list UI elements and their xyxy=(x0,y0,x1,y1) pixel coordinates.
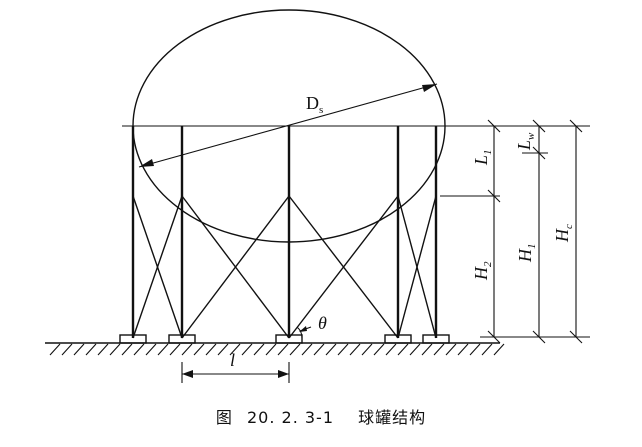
ground-hatch-line xyxy=(169,343,181,356)
ground-hatch-line xyxy=(205,343,217,356)
spacing-label: l xyxy=(230,350,235,370)
ground-hatch-line xyxy=(229,343,241,356)
ground-hatch-line xyxy=(265,343,277,356)
caption-number: 20. 2. 3-1 xyxy=(246,408,334,427)
ground-hatch-line xyxy=(133,343,145,356)
ground-hatch-line xyxy=(145,343,157,356)
ground-hatch-line xyxy=(193,343,205,356)
diameter-dimension xyxy=(138,83,438,168)
caption-title: 球罐结构 xyxy=(358,408,427,427)
lw-label: Lw xyxy=(514,132,537,151)
ground-hatch-line xyxy=(445,343,457,356)
ground-hatch-line xyxy=(217,343,229,356)
ground-hatch-line xyxy=(373,343,385,356)
spacing-dimension xyxy=(181,362,290,383)
l1-label: L1 xyxy=(471,149,494,166)
h1-label: H1 xyxy=(515,244,538,264)
ground-hatch-line xyxy=(469,343,481,356)
ground-hatch-line xyxy=(253,343,265,356)
cross-bracing xyxy=(132,195,437,339)
ground-hatch-line xyxy=(493,343,505,356)
ground-hatch-line xyxy=(385,343,397,356)
diameter-label: Ds xyxy=(306,93,323,116)
hc-label: Hc xyxy=(552,224,575,243)
ground-hatch-line xyxy=(241,343,253,356)
ground-hatch-line xyxy=(73,343,85,356)
support-columns xyxy=(131,126,438,338)
ground-hatch-line xyxy=(325,343,337,356)
theta-label: θ xyxy=(318,313,327,333)
ground-hatch-line xyxy=(109,343,121,356)
ground-hatch-line xyxy=(157,343,169,356)
figure-caption: 图 20. 2. 3-1 球罐结构 xyxy=(0,404,642,428)
ground-hatch-line xyxy=(85,343,97,356)
ground-hatch-line xyxy=(277,343,289,356)
column-footings xyxy=(119,334,450,344)
ground-hatch-line xyxy=(97,343,109,356)
ground-hatch-line xyxy=(457,343,469,356)
ground-hatch-line xyxy=(337,343,349,356)
ground-hatch-line xyxy=(397,343,409,356)
ground-hatch-line xyxy=(313,343,325,356)
ground-hatch-line xyxy=(289,343,301,356)
ground-hatch-line xyxy=(349,343,361,356)
ground-hatch-line xyxy=(49,343,61,356)
caption-prefix: 图 xyxy=(215,408,233,427)
ground-hatch-line xyxy=(433,343,445,356)
ground-hatch-line xyxy=(361,343,373,356)
ground-hatch-line xyxy=(301,343,313,356)
ground xyxy=(45,342,505,356)
ground-hatch-line xyxy=(61,343,73,356)
theta-arc xyxy=(296,326,303,339)
h2-label: H2 xyxy=(471,261,494,281)
ground-hatch-line xyxy=(181,343,193,356)
ground-hatch-line xyxy=(121,343,133,356)
ground-hatch-line xyxy=(481,343,493,356)
ground-hatch-line xyxy=(421,343,433,356)
height-dimensions xyxy=(440,119,590,344)
ground-hatch-line xyxy=(409,343,421,356)
